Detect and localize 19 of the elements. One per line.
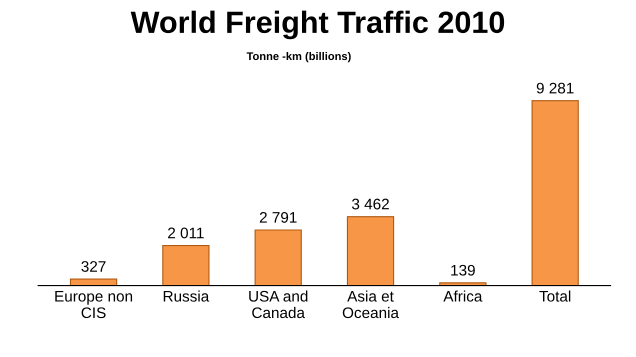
data-label: 139 [451,264,475,276]
x-tick-label: Europe non CIS [55,291,132,318]
bar [254,229,302,286]
chart-title: World Freight Traffic 2010 [130,10,504,40]
data-label: 327 [81,261,106,272]
x-tick-label: Russia [164,290,210,302]
x-tick-label: Total [539,290,570,302]
bar [70,278,118,286]
chart-subtitle: Tonne -km (billions) [246,52,351,62]
bar [346,216,394,286]
x-tick-label: Africa [443,290,482,302]
bar [532,100,579,286]
x-tick-label: Asia et Oceania [342,290,399,318]
x-tick-label: USA and Canada [249,290,308,318]
data-label: 2 791 [260,212,297,223]
data-label: 3 462 [352,198,389,210]
bar [162,244,210,286]
data-label: 2 011 [168,228,204,238]
data-label: 9 281 [536,82,574,94]
